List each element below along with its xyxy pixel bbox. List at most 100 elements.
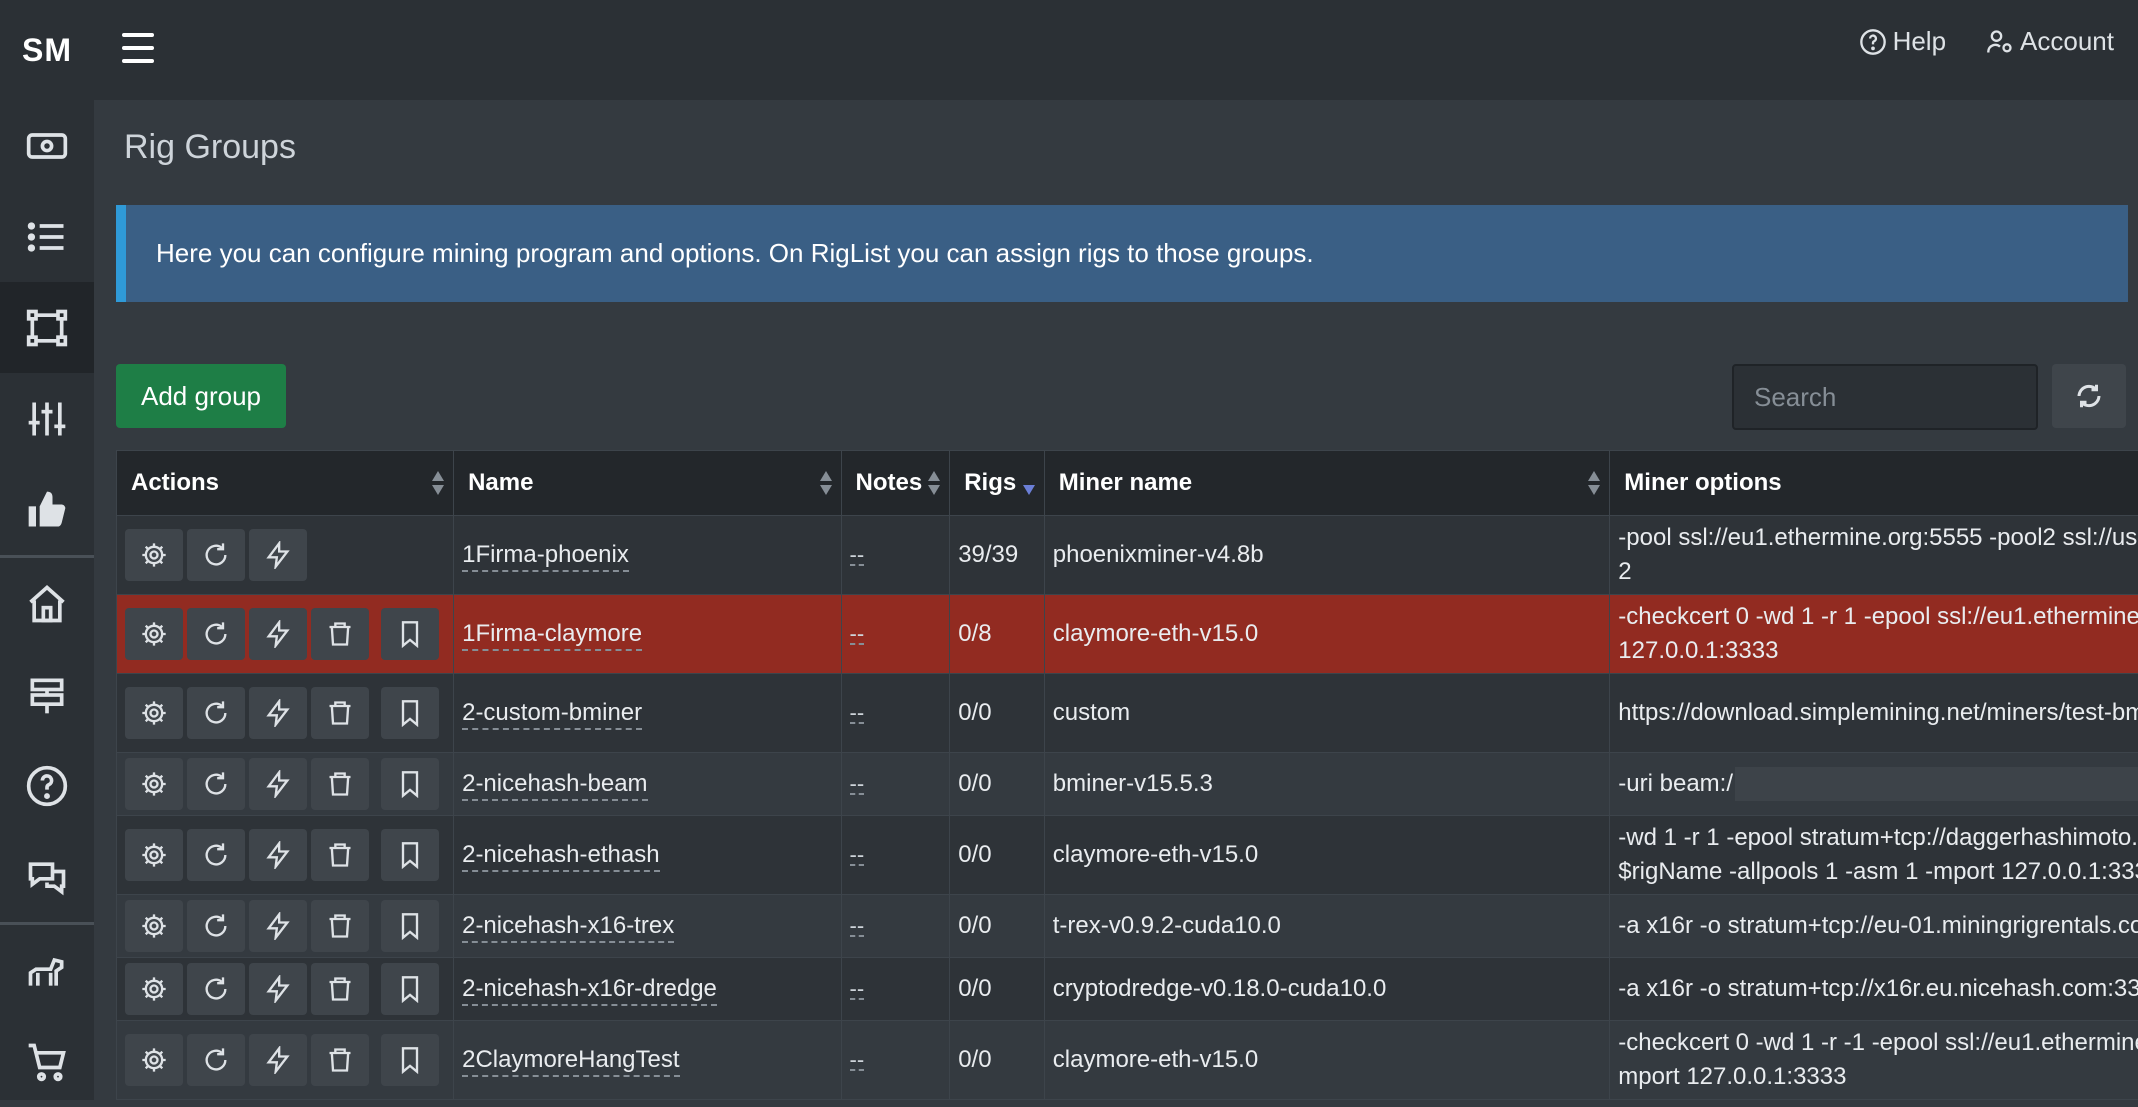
sidebar-item-roadmap[interactable]: [0, 649, 94, 740]
notes-link[interactable]: --: [850, 917, 865, 937]
group-name-link[interactable]: 2-nicehash-ethash: [462, 841, 659, 872]
header-notes[interactable]: Notes: [841, 451, 950, 516]
notes-link[interactable]: --: [850, 625, 865, 645]
bookmark-button[interactable]: [381, 900, 439, 952]
bookmark-button[interactable]: [381, 1034, 439, 1086]
sliders-icon: [25, 397, 69, 441]
help-link[interactable]: Help: [1859, 26, 1946, 57]
search-input[interactable]: [1732, 364, 2038, 430]
group-name-link[interactable]: 1Firma-phoenix: [462, 541, 629, 572]
edit-button[interactable]: [125, 1034, 183, 1086]
delete-button[interactable]: [311, 900, 369, 952]
bookmark-button[interactable]: [381, 758, 439, 810]
cell-rigs: 0/0: [950, 958, 1045, 1021]
rig-groups-icon: [25, 306, 69, 350]
sidebar-item-feedback[interactable]: [0, 464, 94, 555]
restart-button[interactable]: [187, 900, 245, 952]
reboot-button[interactable]: [249, 758, 307, 810]
sidebar-item-settings[interactable]: [0, 373, 94, 464]
refresh-button[interactable]: [2052, 364, 2126, 428]
restart-button[interactable]: [187, 758, 245, 810]
cell-miner-options: -a x16r -o stratum+tcp://eu-01.miningrig…: [1610, 895, 2138, 958]
restart-button[interactable]: [187, 1034, 245, 1086]
delete-button[interactable]: [311, 829, 369, 881]
delete-button[interactable]: [311, 758, 369, 810]
group-name-link[interactable]: 2-nicehash-x16-trex: [462, 912, 674, 943]
bookmark-button[interactable]: [381, 608, 439, 660]
cell-rigs: 0/0: [950, 895, 1045, 958]
group-name-link[interactable]: 2-custom-bminer: [462, 699, 642, 730]
bookmark-button[interactable]: [381, 963, 439, 1015]
reboot-button[interactable]: [249, 529, 307, 581]
menu-toggle-icon[interactable]: [120, 30, 156, 66]
add-group-button[interactable]: Add group: [116, 364, 286, 428]
sidebar-item-shop[interactable]: [0, 1016, 94, 1107]
group-name-link[interactable]: 2-nicehash-beam: [462, 770, 647, 801]
notes-link[interactable]: --: [850, 704, 865, 724]
sidebar-item-payouts[interactable]: [0, 100, 94, 191]
reboot-button[interactable]: [249, 829, 307, 881]
cell-rigs: 39/39: [950, 516, 1045, 595]
sidebar-item-chat[interactable]: [0, 831, 94, 922]
bookmark-icon: [396, 1046, 424, 1074]
reboot-button[interactable]: [249, 1034, 307, 1086]
row-actions: [125, 687, 445, 739]
reboot-button[interactable]: [249, 687, 307, 739]
delete-button[interactable]: [311, 963, 369, 1015]
reboot-button[interactable]: [249, 608, 307, 660]
restart-button[interactable]: [187, 963, 245, 1015]
sidebar-item-rig-groups[interactable]: [0, 282, 94, 373]
miner-options-text: -pool ssl://eu1.ethermine.org:5555 -pool…: [1618, 524, 2138, 585]
delete-button[interactable]: [311, 1034, 369, 1086]
restart-button[interactable]: [187, 608, 245, 660]
brand-logo[interactable]: SM: [0, 0, 94, 100]
cell-notes: --: [841, 753, 950, 816]
row-actions: [125, 758, 445, 810]
restart-button[interactable]: [187, 529, 245, 581]
header-name[interactable]: Name: [454, 451, 841, 516]
notes-link[interactable]: --: [850, 546, 865, 566]
reboot-button[interactable]: [249, 900, 307, 952]
header-rigs[interactable]: Rigs: [950, 451, 1045, 516]
edit-button[interactable]: [125, 900, 183, 952]
user-cog-icon: [1986, 28, 2014, 56]
edit-button[interactable]: [125, 608, 183, 660]
reboot-button[interactable]: [249, 963, 307, 1015]
edit-button[interactable]: [125, 529, 183, 581]
header-miner-name[interactable]: Miner name: [1044, 451, 1610, 516]
top-nav: Help Account: [1859, 26, 2114, 57]
list-icon: [25, 215, 69, 259]
account-link[interactable]: Account: [1986, 26, 2114, 57]
cell-actions: [117, 753, 454, 816]
sort-desc-icon: [1022, 469, 1036, 497]
sidebar-item-riglist[interactable]: [0, 191, 94, 282]
notes-link[interactable]: --: [850, 980, 865, 1000]
restart-button[interactable]: [187, 829, 245, 881]
edit-button[interactable]: [125, 687, 183, 739]
notes-link[interactable]: --: [850, 1051, 865, 1071]
edit-button[interactable]: [125, 829, 183, 881]
sidebar-item-rental[interactable]: [0, 925, 94, 1016]
delete-button[interactable]: [311, 687, 369, 739]
notes-link[interactable]: --: [850, 846, 865, 866]
notes-link[interactable]: --: [850, 775, 865, 795]
group-name-link[interactable]: 2-nicehash-x16r-dredge: [462, 975, 717, 1006]
signpost-icon: [25, 673, 69, 717]
sidebar-item-home[interactable]: [0, 558, 94, 649]
cell-name: 2-nicehash-x16r-dredge: [454, 958, 841, 1021]
miner-options-text: https://download.simplemining.net/miners…: [1618, 699, 2138, 726]
group-name-link[interactable]: 1Firma-claymore: [462, 620, 642, 651]
edit-button[interactable]: [125, 758, 183, 810]
bookmark-button[interactable]: [381, 687, 439, 739]
cell-name: 2-nicehash-ethash: [454, 816, 841, 895]
group-name-link[interactable]: 2ClaymoreHangTest: [462, 1046, 679, 1077]
cell-miner-options: -pool ssl://eu1.ethermine.org:5555 -pool…: [1610, 516, 2138, 595]
header-actions[interactable]: Actions: [117, 451, 454, 516]
sidebar-item-faq[interactable]: [0, 740, 94, 831]
delete-button[interactable]: [311, 608, 369, 660]
bookmark-button[interactable]: [381, 829, 439, 881]
miner-options-text: -a x16r -o stratum+tcp://x16r.eu.nicehas…: [1618, 975, 2138, 1002]
restart-button[interactable]: [187, 687, 245, 739]
edit-button[interactable]: [125, 963, 183, 1015]
